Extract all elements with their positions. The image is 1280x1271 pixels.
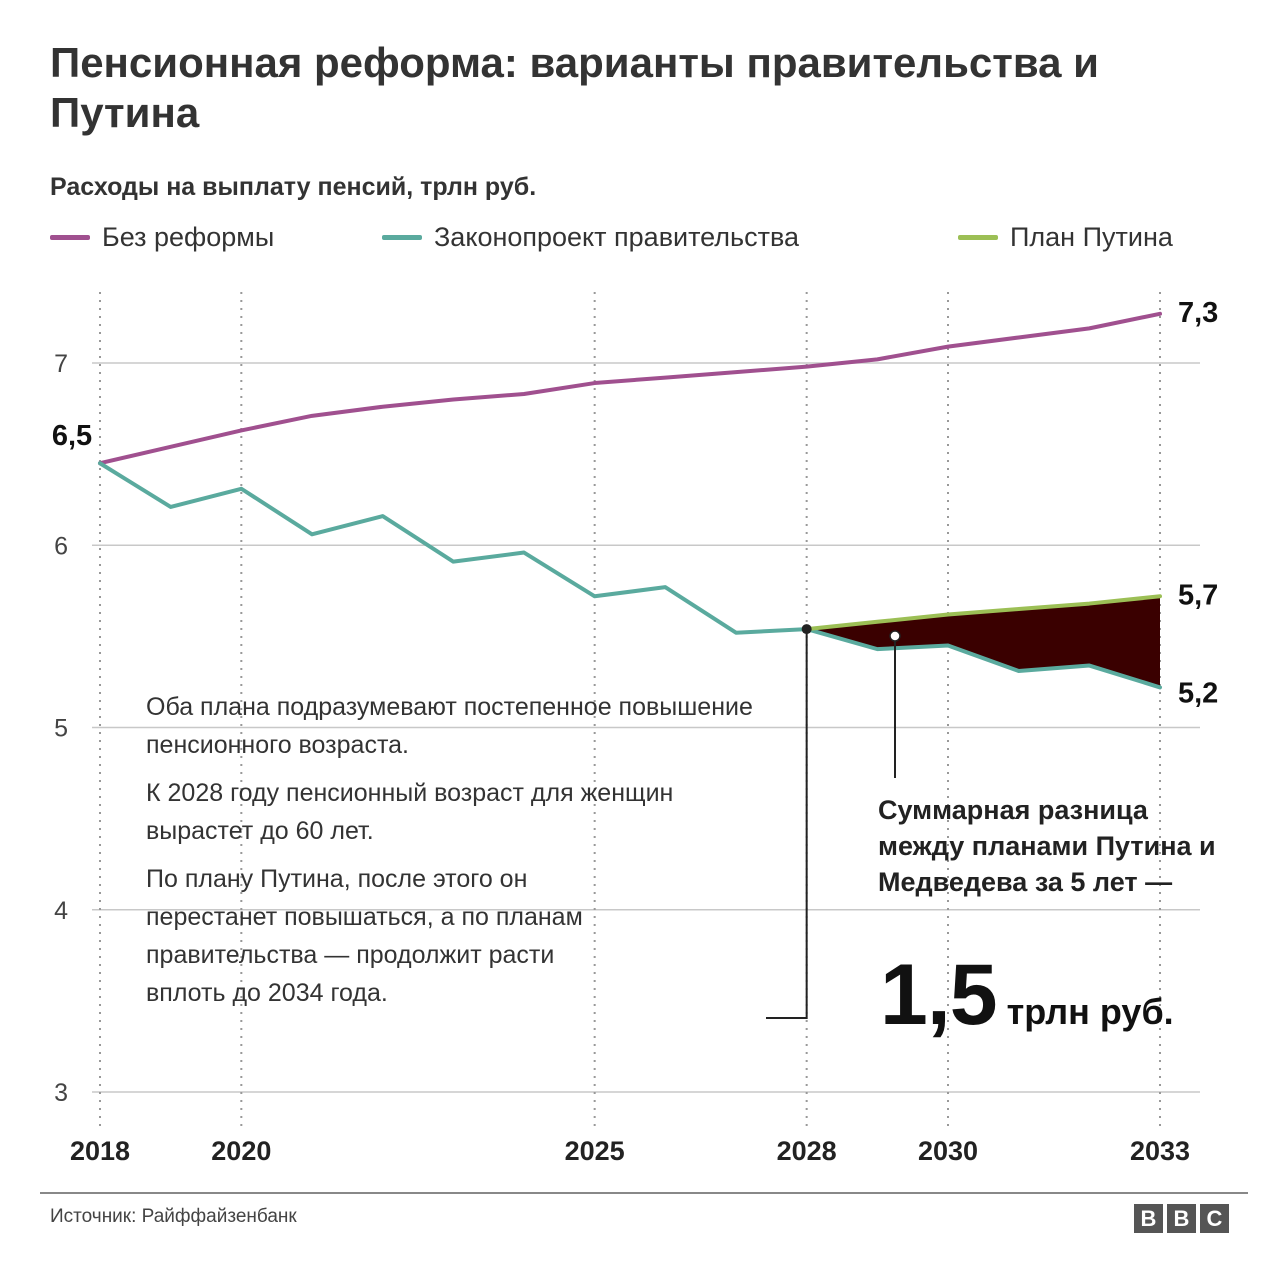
legend-swatch bbox=[50, 235, 90, 240]
data-label: 7,3 bbox=[1178, 297, 1218, 329]
source-text: Источник: Райффайзенбанк bbox=[50, 1206, 297, 1227]
x-tick-label: 2018 bbox=[70, 1136, 130, 1166]
legend-item-government-bill: Законопроект правительства bbox=[382, 222, 799, 253]
logo-letter: B bbox=[1134, 1204, 1163, 1233]
split-point-marker bbox=[801, 624, 812, 635]
data-label: 5,2 bbox=[1178, 677, 1218, 709]
y-tick-label: 7 bbox=[54, 350, 68, 378]
logo-letter: B bbox=[1167, 1204, 1196, 1233]
chart-subtitle: Расходы на выплату пенсий, трлн руб. bbox=[50, 173, 537, 201]
series-line bbox=[804, 594, 1162, 632]
legend-item-putin-plan: План Путина bbox=[958, 222, 1173, 253]
x-tick-label: 2025 bbox=[565, 1136, 625, 1166]
difference-label: Суммарная разница между планами Путина и… bbox=[878, 795, 1216, 897]
x-tick-label: 2020 bbox=[211, 1136, 271, 1166]
legend-item-no-reform: Без реформы bbox=[50, 222, 274, 253]
note-paragraph-3: По плану Путина, после этого он перестан… bbox=[146, 865, 583, 1007]
note-paragraph-2: К 2028 году пенсионный возраст для женщи… bbox=[146, 779, 674, 845]
difference-total: 1,5 трлн руб. bbox=[880, 946, 1174, 1045]
y-tick-label: 3 bbox=[54, 1079, 68, 1107]
difference-unit: трлн руб. bbox=[1006, 991, 1174, 1032]
legend-swatch bbox=[958, 235, 998, 240]
footer-divider bbox=[40, 1192, 1248, 1194]
annotation-note: Оба плана подразумевают постепенное повы… bbox=[146, 688, 786, 1022]
x-tick-label: 2028 bbox=[777, 1136, 837, 1166]
series-line bbox=[98, 311, 1162, 466]
y-tick-label: 6 bbox=[54, 532, 68, 560]
x-tick-label: 2030 bbox=[918, 1136, 978, 1166]
difference-area bbox=[806, 596, 1160, 688]
difference-marker bbox=[889, 630, 901, 642]
legend-label: Законопроект правительства bbox=[434, 222, 800, 252]
logo-letter: C bbox=[1200, 1204, 1229, 1233]
x-tick-label: 2033 bbox=[1130, 1136, 1190, 1166]
legend-label: План Путина bbox=[1010, 222, 1173, 252]
note-paragraph-1: Оба плана подразумевают постепенное повы… bbox=[146, 693, 753, 759]
bbc-logo: B B C bbox=[1134, 1204, 1229, 1233]
difference-value: 1,5 bbox=[880, 947, 998, 1043]
legend-label: Без реформы bbox=[102, 222, 275, 252]
y-tick-label: 4 bbox=[54, 897, 68, 925]
legend-swatch bbox=[382, 235, 422, 240]
annotation-leader bbox=[766, 629, 808, 1019]
data-label: 5,7 bbox=[1178, 579, 1218, 611]
series-line bbox=[98, 461, 1162, 690]
page-title: Пенсионная реформа: варианты правительст… bbox=[50, 39, 1099, 136]
y-tick-label: 5 bbox=[54, 715, 68, 743]
legend: Без реформы Законопроект правительства П… bbox=[50, 222, 1220, 262]
data-label: 6,5 bbox=[52, 420, 92, 452]
